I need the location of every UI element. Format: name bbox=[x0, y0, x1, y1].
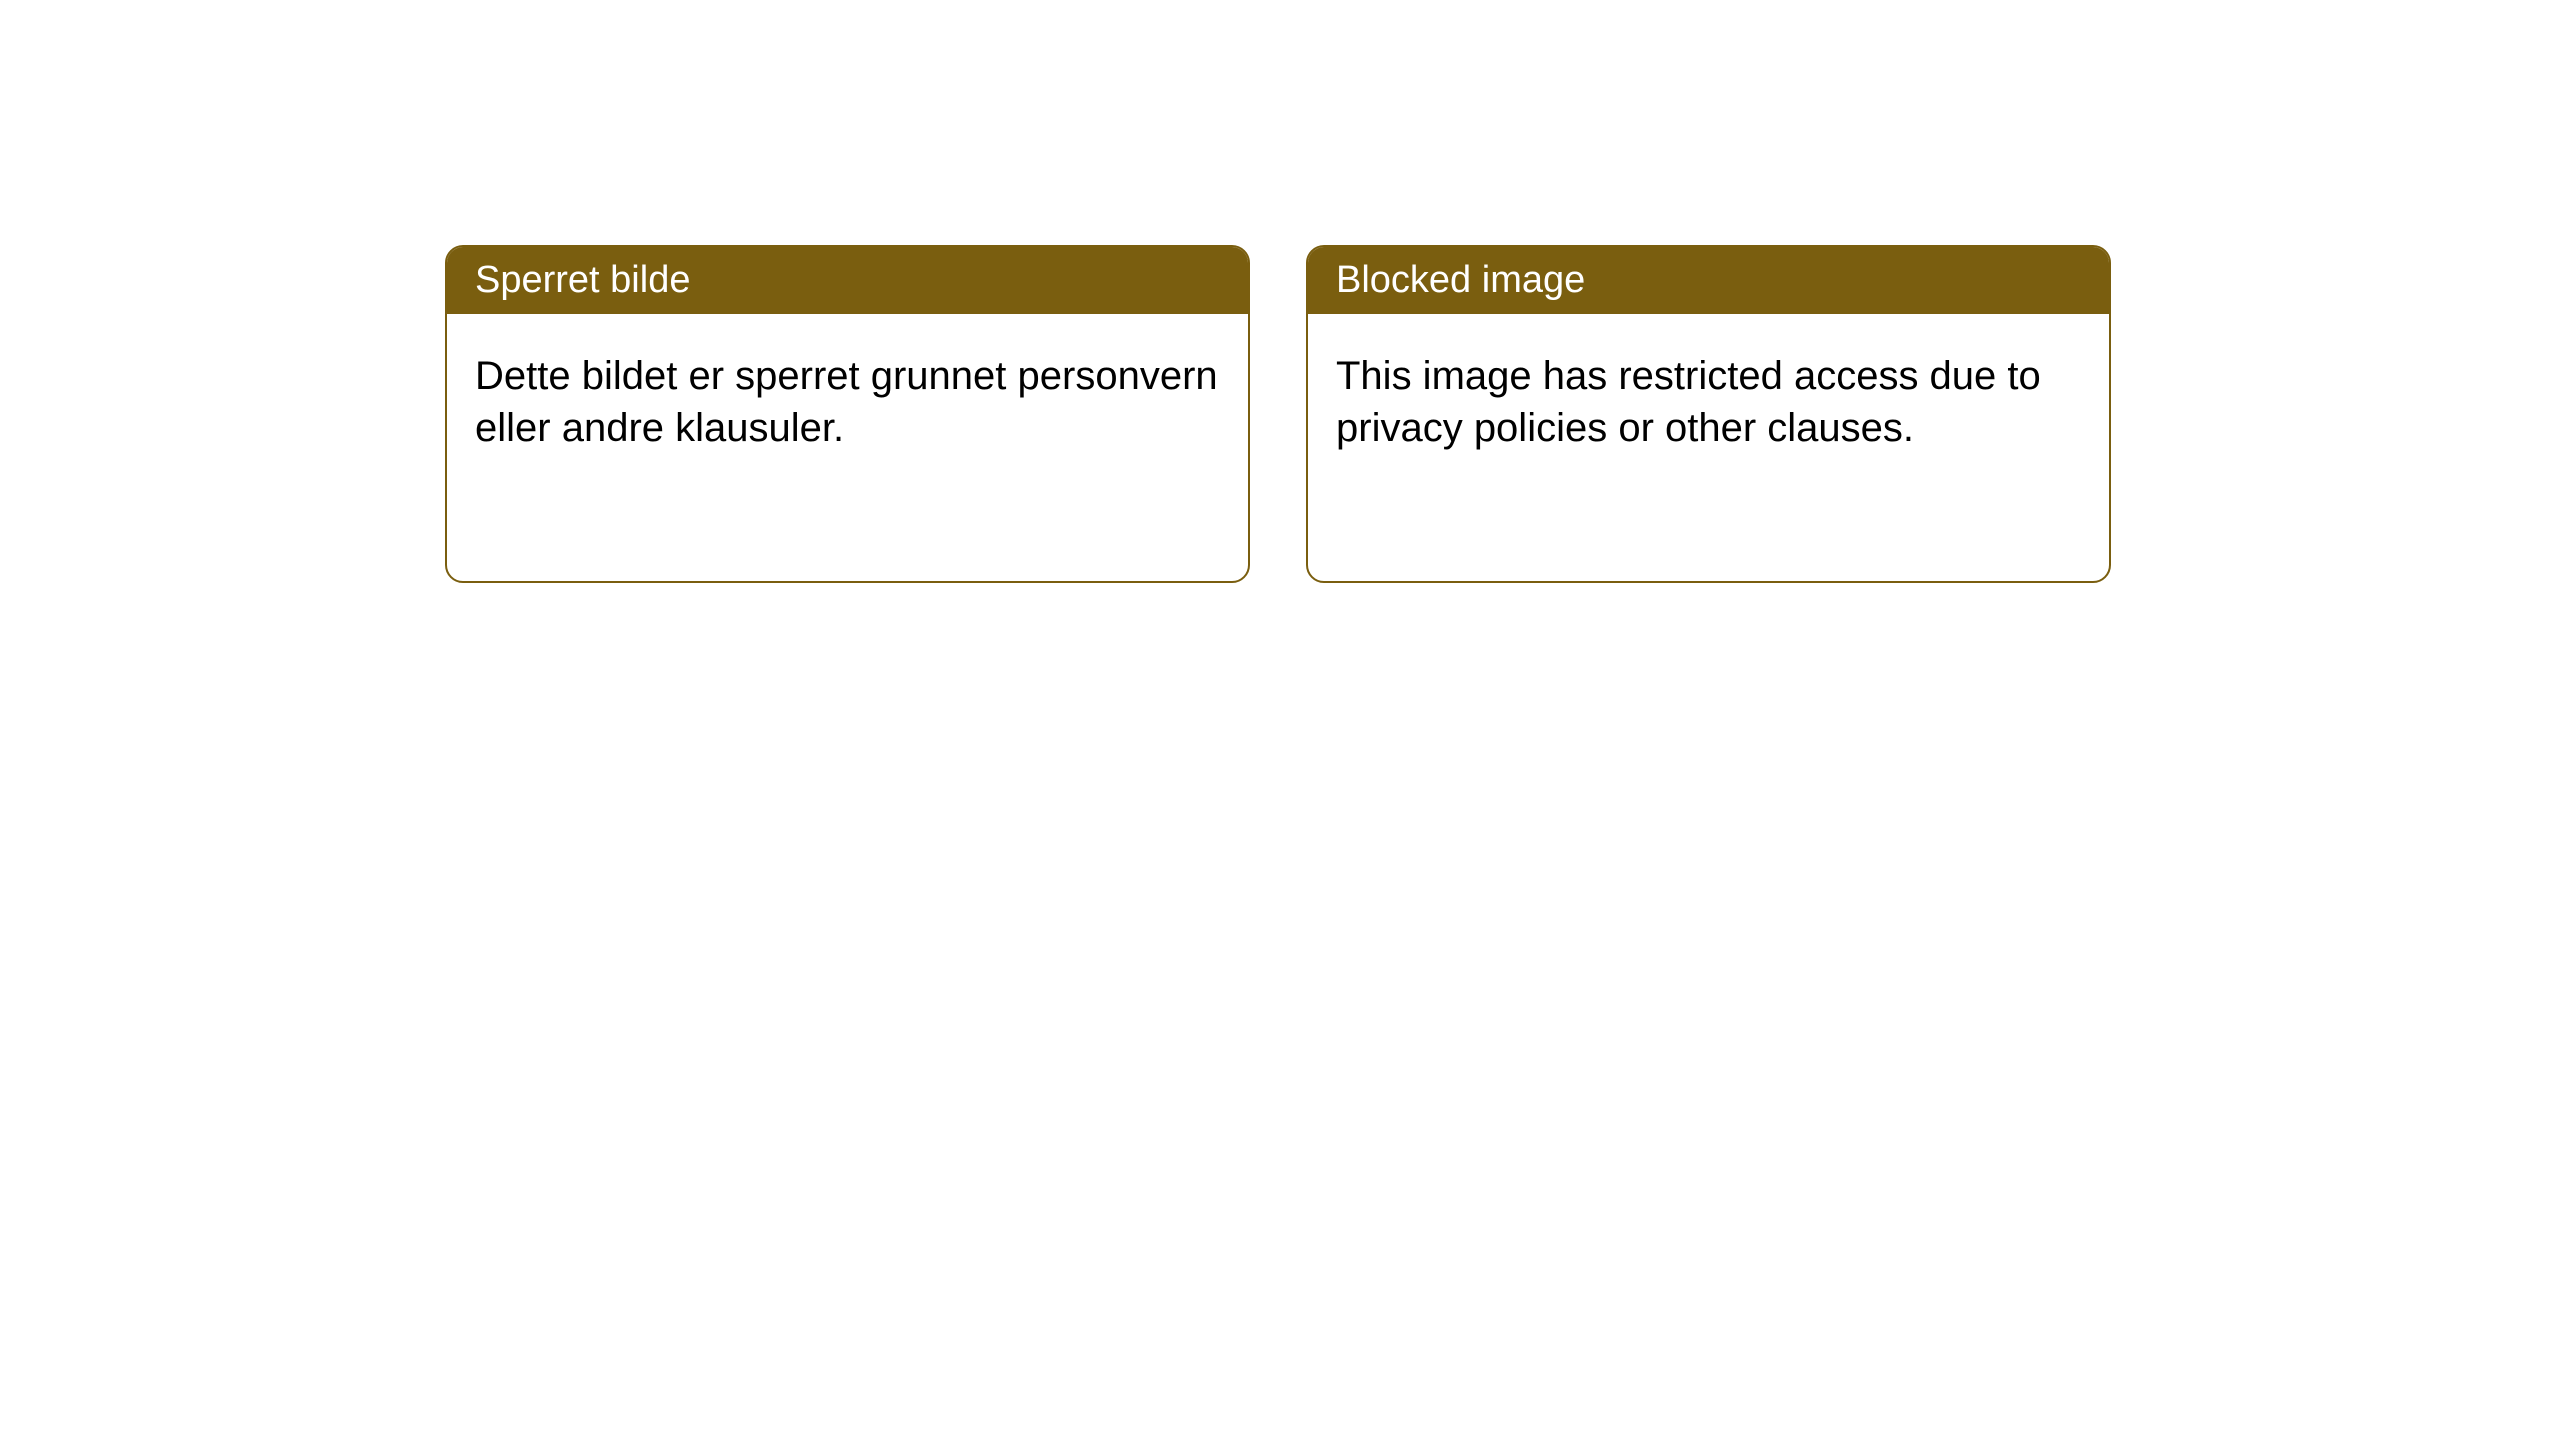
card-title: Blocked image bbox=[1336, 259, 1585, 301]
notice-card-norwegian: Sperret bilde Dette bildet er sperret gr… bbox=[445, 245, 1250, 583]
card-message: This image has restricted access due to … bbox=[1336, 354, 2041, 450]
card-title: Sperret bilde bbox=[475, 259, 690, 301]
card-body: Dette bildet er sperret grunnet personve… bbox=[447, 314, 1248, 490]
card-message: Dette bildet er sperret grunnet personve… bbox=[475, 354, 1218, 450]
card-body: This image has restricted access due to … bbox=[1308, 314, 2109, 490]
notice-container: Sperret bilde Dette bildet er sperret gr… bbox=[0, 0, 2560, 583]
card-header: Sperret bilde bbox=[447, 247, 1248, 314]
notice-card-english: Blocked image This image has restricted … bbox=[1306, 245, 2111, 583]
card-header: Blocked image bbox=[1308, 247, 2109, 314]
